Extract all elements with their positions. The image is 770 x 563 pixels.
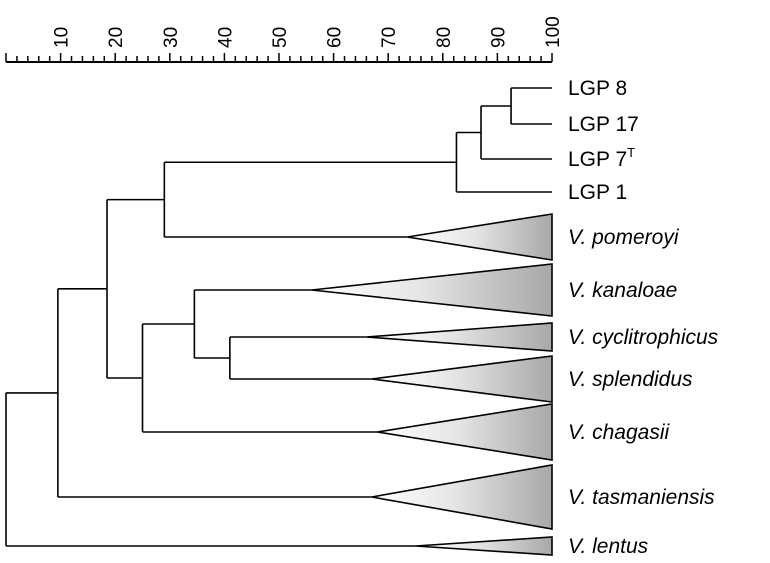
leaf-label-lentus: V. lentus	[568, 535, 649, 558]
scale-tick-label: 70	[379, 27, 400, 48]
scale-tick-label: 20	[106, 27, 127, 48]
leaf-label-lgp17: LGP 17	[568, 113, 639, 136]
cluster-triangle-cyclitrophicus	[366, 322, 553, 352]
scale-tick-label: 80	[434, 27, 455, 48]
cluster-triangle-tasmaniensis	[371, 464, 553, 530]
cluster-triangle-lentus	[415, 536, 553, 556]
scale-tick-label: 100	[543, 16, 564, 48]
leaf-label-pomeroyi: V. pomeroyi	[568, 226, 680, 249]
cluster-triangle-splendidus	[371, 355, 553, 403]
leaf-labels: LGP 8 LGP 17 LGP 7T LGP 1 V. pomeroyi V. kana…	[568, 77, 719, 558]
leaf-label-kanaloae: V. kanaloae	[568, 279, 677, 302]
leaf-label-splendidus: V. splendidus	[568, 368, 693, 391]
leaf-label-tasmaniensis: V. tasmaniensis	[568, 486, 715, 509]
cluster-triangle-chagasii	[377, 403, 553, 461]
tree-branches	[5, 87, 553, 556]
scale-tick-label: 30	[161, 27, 182, 48]
scale-tick-label: 90	[488, 27, 509, 48]
leaf-label-lgp7: LGP 7T	[568, 145, 635, 171]
scale-tick-label: 10	[52, 27, 73, 48]
cluster-triangle-pomeroyi	[407, 213, 553, 261]
leaf-label-lgp1: LGP 1	[568, 181, 627, 204]
scale-tick-label: 50	[270, 27, 291, 48]
superscript-type-strain: T	[627, 145, 635, 160]
scale-tick-label: 60	[325, 27, 346, 48]
scale-tick-label: 40	[215, 27, 236, 48]
leaf-label-cyclitrophicus: V. cyclitrophicus	[568, 326, 719, 349]
cluster-triangle-kanaloae	[311, 263, 553, 317]
similarity-scale: 10 20 30 40 50 60 70 80 90 100	[5, 16, 564, 63]
leaf-label-lgp8: LGP 8	[568, 77, 627, 100]
leaf-label-chagasii: V. chagasii	[568, 421, 670, 444]
